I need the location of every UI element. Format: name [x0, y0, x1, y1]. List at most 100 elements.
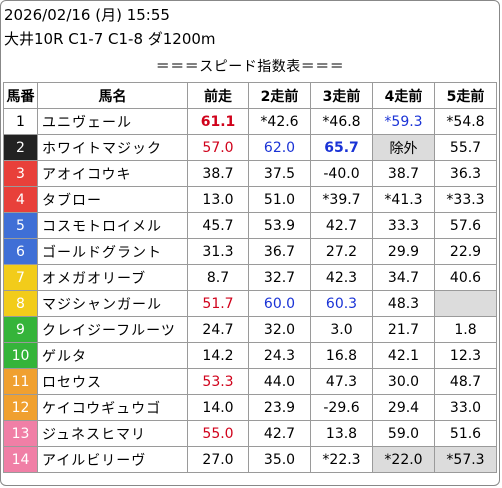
table-row: 2 ホワイトマジック 57.0 62.0 65.7 除外 55.7 [3, 134, 497, 161]
horse-name: ロセウス [37, 368, 188, 395]
speed-index-cell: 27.0 [187, 446, 249, 473]
speed-index-cell: 36.3 [434, 160, 497, 187]
speed-index-cell: 23.9 [248, 394, 311, 421]
col-header-number: 馬番 [3, 82, 38, 109]
speed-index-cell: *54.8 [434, 108, 497, 135]
speed-index-cell: *39.7 [310, 186, 373, 213]
horse-number-badge: 13 [3, 420, 38, 447]
speed-index-cell: *22.0 [372, 446, 435, 473]
speed-index-cell: 42.7 [310, 212, 373, 239]
speed-index-cell: *42.6 [248, 108, 311, 135]
horse-number-badge: 9 [3, 316, 38, 343]
table-row: 1 ユニヴェール 61.1 *42.6 *46.8 *59.3 *54.8 [3, 108, 497, 135]
speed-index-cell: 1.8 [434, 316, 497, 343]
speed-index-cell: 42.3 [310, 264, 373, 291]
horse-name: ホワイトマジック [37, 134, 188, 161]
speed-index-cell: 57.0 [187, 134, 249, 161]
col-header-last: 前走 [187, 82, 249, 109]
speed-index-cell: 51.6 [434, 420, 497, 447]
horse-number-badge: 4 [3, 186, 38, 213]
speed-index-cell: 3.0 [310, 316, 373, 343]
speed-index-cell: 60.3 [310, 290, 373, 317]
speed-index-cell: 16.8 [310, 342, 373, 369]
speed-index-cell: *46.8 [310, 108, 373, 135]
table-row: 7 オメガオリーブ 8.7 32.7 42.3 34.7 40.6 [3, 264, 497, 291]
speed-index-cell: *59.3 [372, 108, 435, 135]
horse-name: アオイコウキ [37, 160, 188, 187]
speed-index-cell: 14.0 [187, 394, 249, 421]
col-header-5th: 5走前 [434, 82, 497, 109]
table-row: 6 ゴールドグラント 31.3 36.7 27.2 29.9 22.9 [3, 238, 497, 265]
speed-index-cell [434, 290, 497, 317]
speed-index-cell: 37.5 [248, 160, 311, 187]
horse-number-badge: 6 [3, 238, 38, 265]
horse-number-badge: 5 [3, 212, 38, 239]
horse-name: ジュネスヒマリ [37, 420, 188, 447]
horse-name: クレイジーフルーツ [37, 316, 188, 343]
speed-index-cell: 42.1 [372, 342, 435, 369]
table-row: 4 タブロー 13.0 51.0 *39.7 *41.3 *33.3 [3, 186, 497, 213]
speed-index-cell: 48.7 [434, 368, 497, 395]
speed-index-cell: 33.3 [372, 212, 435, 239]
speed-index-cell: 38.7 [187, 160, 249, 187]
speed-index-cell: 27.2 [310, 238, 373, 265]
col-header-2nd: 2走前 [248, 82, 311, 109]
speed-index-cell: 47.3 [310, 368, 373, 395]
horse-name: タブロー [37, 186, 188, 213]
race-label: 大井10R C1-7 C1-8 ダ1200m [4, 30, 216, 48]
speed-index-cell: 35.0 [248, 446, 311, 473]
speed-index-cell: 21.7 [372, 316, 435, 343]
speed-index-cell: 24.3 [248, 342, 311, 369]
table-row: 13 ジュネスヒマリ 55.0 42.7 13.8 59.0 51.6 [3, 420, 497, 447]
speed-index-cell: 57.6 [434, 212, 497, 239]
speed-index-cell: 24.7 [187, 316, 249, 343]
speed-index-cell: *41.3 [372, 186, 435, 213]
speed-index-cell: 51.0 [248, 186, 311, 213]
horse-number-badge: 10 [3, 342, 38, 369]
speed-index-cell: 48.3 [372, 290, 435, 317]
speed-index-cell: 53.9 [248, 212, 311, 239]
speed-index-cell: 34.7 [372, 264, 435, 291]
speed-index-cell: 59.0 [372, 420, 435, 447]
speed-index-cell: 29.9 [372, 238, 435, 265]
speed-index-cell: 14.2 [187, 342, 249, 369]
horse-number-badge: 1 [3, 108, 38, 135]
horse-number-badge: 11 [3, 368, 38, 395]
speed-index-cell: 61.1 [187, 108, 249, 135]
speed-index-cell: 13.0 [187, 186, 249, 213]
speed-index-cell: -40.0 [310, 160, 373, 187]
speed-index-cell: 33.0 [434, 394, 497, 421]
speed-index-cell: 29.4 [372, 394, 435, 421]
speed-index-cell: 42.7 [248, 420, 311, 447]
header-row: 馬番 馬名 前走 2走前 3走前 4走前 5走前 [3, 82, 497, 109]
speed-index-cell: 45.7 [187, 212, 249, 239]
col-header-name: 馬名 [37, 82, 188, 109]
speed-index-cell: -29.6 [310, 394, 373, 421]
speed-index-cell: 62.0 [248, 134, 311, 161]
speed-index-cell: 38.7 [372, 160, 435, 187]
speed-index-cell: *57.3 [434, 446, 497, 473]
horse-number-badge: 14 [3, 446, 38, 473]
table-row: 12 ケイコウギュウゴ 14.0 23.9 -29.6 29.4 33.0 [3, 394, 497, 421]
speed-index-cell: 32.7 [248, 264, 311, 291]
horse-name: ユニヴェール [37, 108, 188, 135]
horse-number-badge: 8 [3, 290, 38, 317]
horse-number-badge: 3 [3, 160, 38, 187]
horse-number-badge: 7 [3, 264, 38, 291]
horse-name: マジシャンガール [37, 290, 188, 317]
speed-index-cell: 51.7 [187, 290, 249, 317]
horse-name: アイルビリーヴ [37, 446, 188, 473]
speed-index-cell: 44.0 [248, 368, 311, 395]
table-row: 14 アイルビリーヴ 27.0 35.0 *22.3 *22.0 *57.3 [3, 446, 497, 473]
horse-name: オメガオリーブ [37, 264, 188, 291]
table-row: 11 ロセウス 53.3 44.0 47.3 30.0 48.7 [3, 368, 497, 395]
speed-index-cell: *33.3 [434, 186, 497, 213]
speed-index-cell: 22.9 [434, 238, 497, 265]
table-row: 10 ゲルタ 14.2 24.3 16.8 42.1 12.3 [3, 342, 497, 369]
speed-index-cell: 13.8 [310, 420, 373, 447]
table-row: 9 クレイジーフルーツ 24.7 32.0 3.0 21.7 1.8 [3, 316, 497, 343]
datetime-label: 2026/02/16 (月) 15:55 [4, 6, 170, 24]
speed-index-table: 馬番 馬名 前走 2走前 3走前 4走前 5走前 1 ユニヴェール 61.1 *42.… [3, 82, 497, 473]
table-row: 5 コスモトロイメル 45.7 53.9 42.7 33.3 57.6 [3, 212, 497, 239]
